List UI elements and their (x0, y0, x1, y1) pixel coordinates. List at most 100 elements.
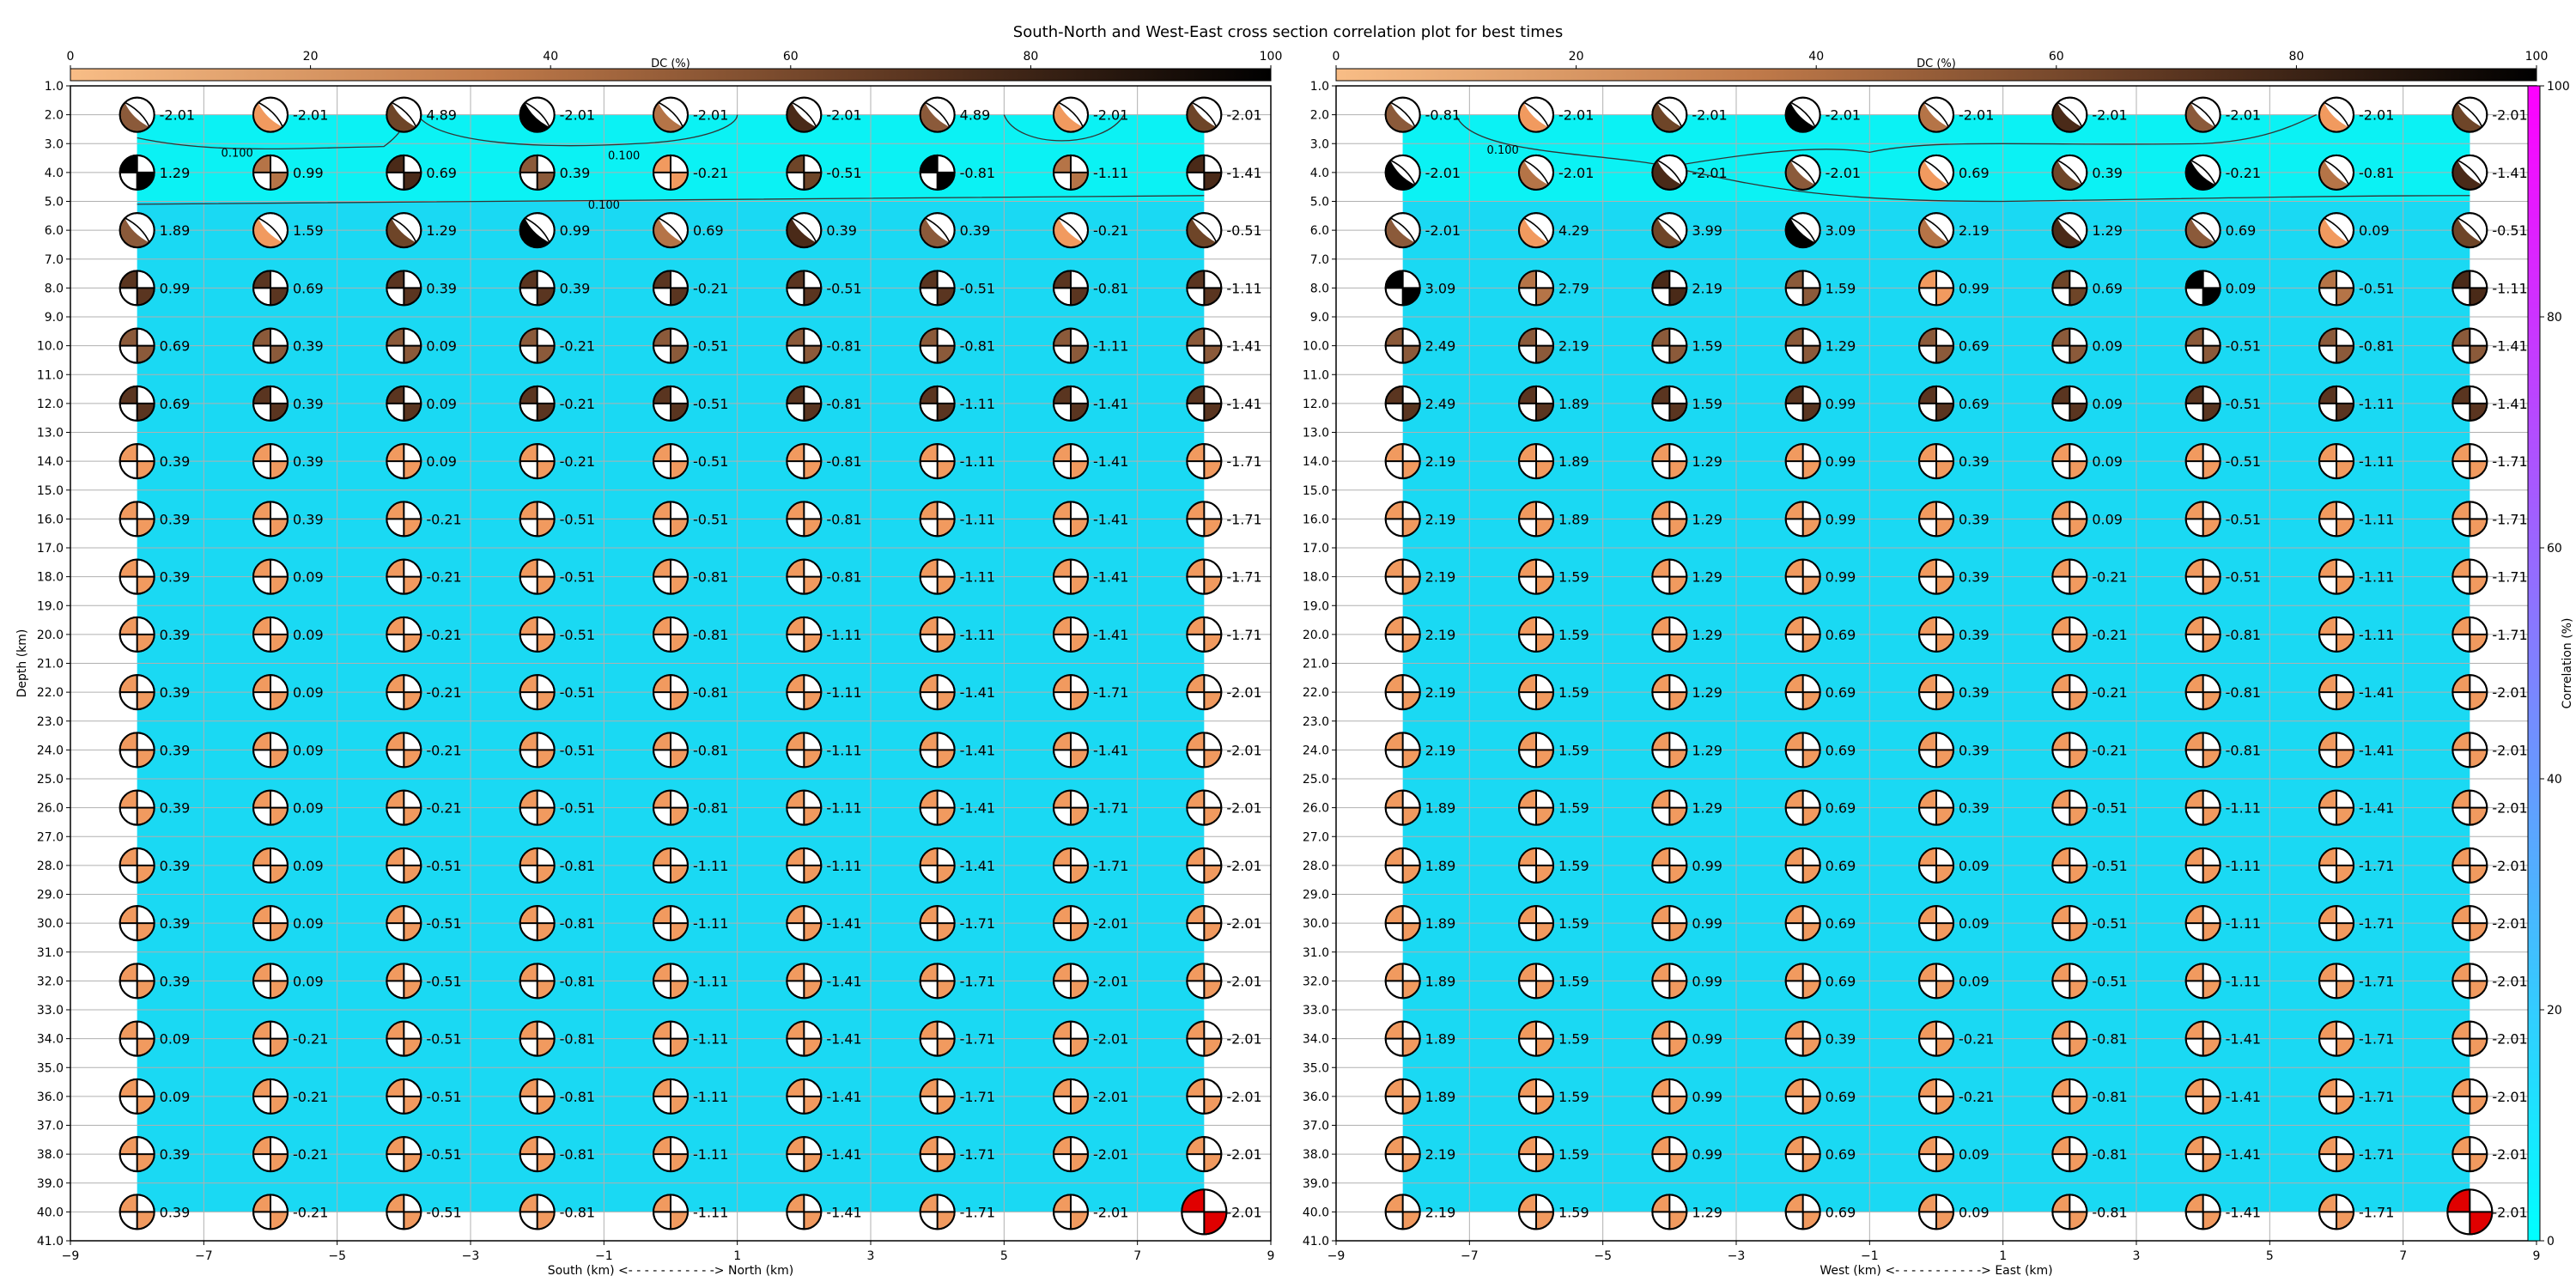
time-shift-label: 4.89 (960, 107, 991, 124)
dc-colorbar-tick-label: 40 (1808, 50, 1824, 64)
beachball (1918, 963, 1954, 999)
time-shift-label: 0.69 (1826, 800, 1856, 817)
beachball-border (653, 674, 689, 711)
beachball-border (1384, 270, 1421, 307)
beachball-quadrant (2052, 559, 2070, 577)
beachball-lobe (1385, 102, 1416, 132)
beachball-border (2451, 443, 2488, 480)
beachball-border (2184, 327, 2221, 364)
beachball-border (2451, 616, 2488, 653)
beachball-border (252, 1136, 289, 1173)
time-shift-label: -0.21 (426, 569, 461, 586)
y-tick-label: 40.0 (1303, 1206, 1329, 1219)
beachball-quadrant (671, 692, 688, 710)
beachball (919, 616, 956, 653)
beachball-border (1651, 847, 1688, 884)
beachball-quadrant (937, 1212, 955, 1230)
y-tick-label: 7.0 (45, 253, 64, 267)
time-shift-label: -0.51 (1226, 222, 1261, 239)
beachball-quadrant (920, 790, 938, 808)
time-shift-label: -1.41 (2226, 1146, 2261, 1163)
beachball (919, 1078, 956, 1115)
time-shift-label: 0.99 (1692, 858, 1722, 874)
x-tick-label: −7 (1461, 1249, 1479, 1263)
beachball (1186, 1136, 1223, 1173)
beachball-border (519, 443, 556, 480)
beachball (2051, 1194, 2088, 1230)
beachball (2051, 270, 2088, 307)
beachball (1918, 1136, 1954, 1173)
beachball-quadrant (386, 963, 404, 981)
time-shift-label: -2.01 (693, 107, 728, 124)
beachball (786, 674, 823, 711)
beachball (786, 558, 823, 595)
beachball-border (118, 501, 155, 538)
beachball-border (2184, 96, 2221, 133)
beachball (1053, 674, 1089, 711)
beachball (786, 1020, 823, 1057)
beachball-quadrant (253, 732, 270, 750)
beachball-quadrant (2470, 519, 2488, 537)
beachball-border (2318, 847, 2354, 884)
beachball-quadrant (2336, 807, 2354, 825)
beachball-quadrant (787, 386, 805, 404)
beachball-quadrant (2185, 1137, 2203, 1155)
correlation-colorbar-tick-label: 40 (2547, 773, 2562, 787)
beachball-border (786, 674, 823, 711)
beachball-border (1384, 327, 1421, 364)
beachball-quadrant (1936, 1212, 1953, 1230)
beachball-lobe (1186, 102, 1217, 132)
beachball (1053, 732, 1089, 769)
beachball (252, 96, 289, 133)
time-shift-label: -0.51 (560, 627, 595, 643)
nodal-plane (2057, 159, 2083, 185)
y-tick-label: 29.0 (37, 889, 64, 902)
beachball (519, 1020, 556, 1057)
beachball-border (919, 443, 956, 480)
time-shift-label: -0.21 (2092, 569, 2127, 586)
beachball-quadrant (1402, 865, 1420, 883)
beachball-quadrant (920, 732, 938, 750)
beachball-quadrant (2185, 675, 2203, 693)
beachball-border (1518, 270, 1554, 307)
beachball (1053, 905, 1089, 942)
beachball-border (1918, 616, 1954, 653)
beachball-quadrant (519, 790, 538, 808)
time-shift-label: 1.89 (1425, 915, 1456, 932)
beachball-quadrant (2185, 386, 2203, 404)
beachball-border (2451, 385, 2488, 422)
nodal-plane (1389, 101, 1416, 128)
beachball-quadrant (253, 1078, 270, 1097)
beachball-border (653, 96, 689, 133)
time-shift-label: 2.49 (1425, 396, 1456, 412)
beachball-border (1651, 674, 1688, 711)
beachball-quadrant (253, 1194, 270, 1212)
y-tick-label: 23.0 (1303, 715, 1329, 729)
beachball-quadrant (1669, 345, 1687, 363)
beachball-quadrant (1182, 1189, 1205, 1212)
beachball-border (252, 96, 289, 133)
beachball-quadrant (1385, 963, 1403, 981)
beachball-border (252, 501, 289, 538)
beachball-border (1053, 1194, 1089, 1230)
beachball-quadrant (1785, 617, 1803, 635)
beachball-border (1384, 558, 1421, 595)
beachball-border (118, 443, 155, 480)
beachball-border (2184, 789, 2221, 826)
beachball-border (1384, 905, 1421, 942)
time-shift-label: -0.81 (2092, 1204, 2127, 1220)
beachball-quadrant (519, 1021, 538, 1039)
beachball-lobe (786, 217, 817, 248)
beachball-quadrant (2185, 848, 2203, 866)
beachball-border (1518, 847, 1554, 884)
beachball-quadrant (270, 750, 288, 768)
beachball-quadrant (937, 403, 955, 421)
beachball-border (1784, 616, 1821, 653)
beachball-quadrant (804, 923, 822, 941)
nodal-plane (2190, 217, 2216, 243)
beachball-lobe (2318, 217, 2349, 248)
beachball-lobe (1385, 160, 1416, 191)
beachball (786, 212, 823, 249)
beachball-quadrant (253, 501, 270, 519)
